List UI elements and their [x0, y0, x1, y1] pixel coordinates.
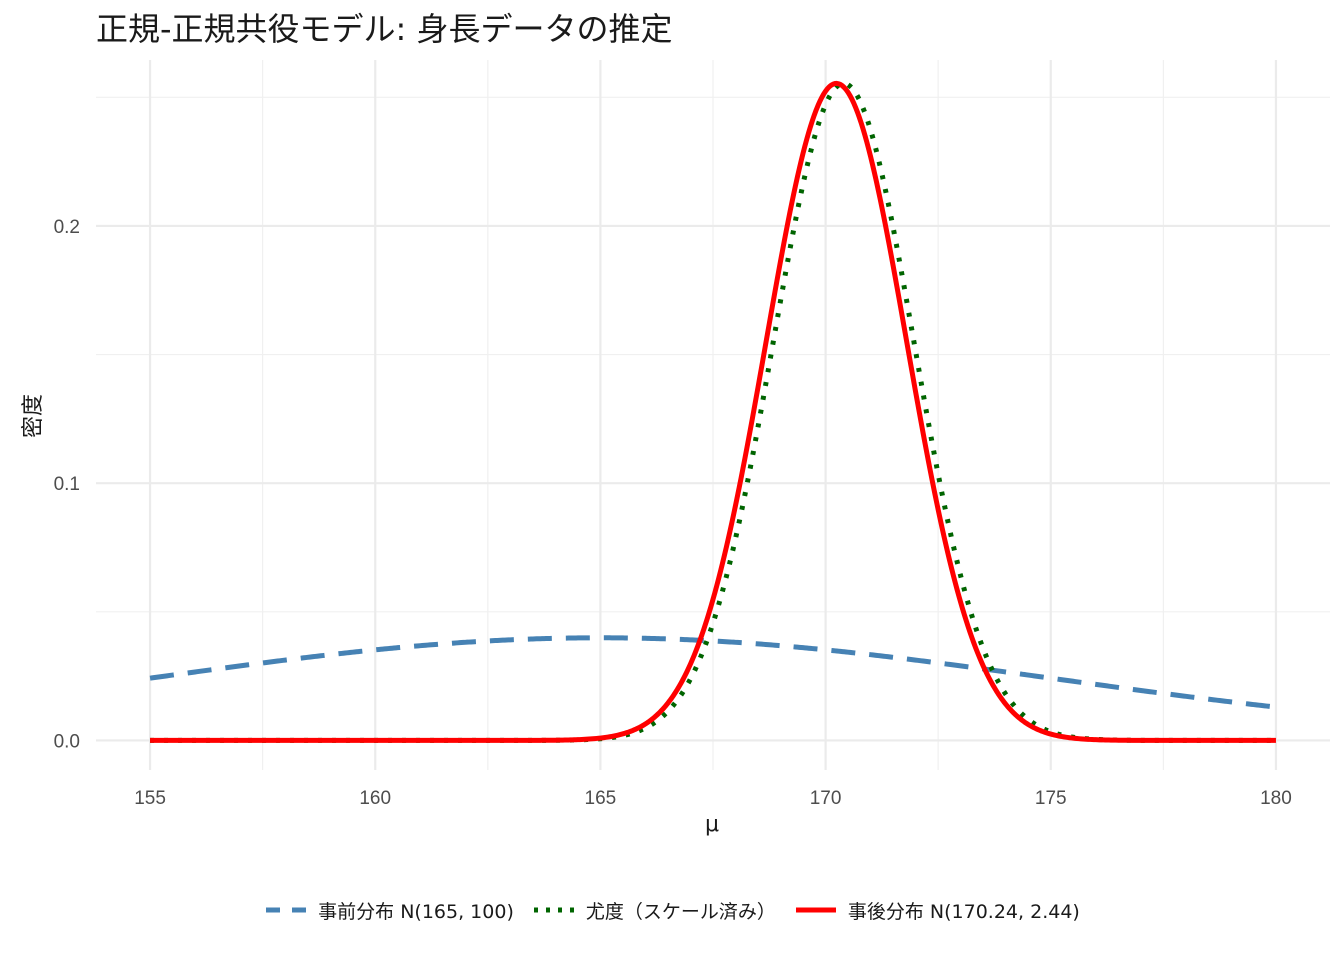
y-axis-title: 密度	[21, 394, 46, 438]
legend-item-1: 事前分布 N(165, 100)	[264, 897, 514, 924]
x-tick-label: 155	[134, 788, 166, 809]
x-tick-label: 175	[1035, 788, 1067, 809]
x-tick-label: 160	[359, 788, 391, 809]
chart-canvas: 155 160 165 170 175 180 0.0 0.1 0.2 μ 密度	[21, 60, 1330, 837]
x-tick-label: 180	[1260, 788, 1292, 809]
y-tick-label: 0.1	[54, 474, 80, 495]
legend: 事前分布 N(165, 100) 尤度（スケール済み） 事後分布 N(170.24,…	[0, 890, 1344, 930]
x-tick-label: 165	[585, 788, 617, 809]
legend-key-1	[266, 907, 307, 913]
x-axis-ticks: 155 160 165 170 175 180	[134, 788, 1292, 809]
legend-key-2	[533, 907, 574, 913]
legend-key-3	[795, 907, 836, 913]
grid-minor	[96, 60, 1330, 770]
legend-label: 事後分布 N(170.24, 2.44)	[847, 900, 1080, 923]
y-axis-ticks: 0.0 0.1 0.2	[54, 217, 80, 752]
series-layer	[149, 80, 1277, 743]
chart-title: 正規-正規共役モデル: 身長データの推定	[96, 10, 673, 48]
x-axis-title: μ	[705, 812, 719, 837]
legend-item-2: 尤度（スケール済み）	[532, 897, 776, 924]
legend-label: 事前分布 N(165, 100)	[318, 900, 514, 923]
x-tick-label: 170	[810, 788, 842, 809]
grid-major	[96, 60, 1330, 770]
y-tick-label: 0.0	[54, 731, 80, 752]
legend-label: 尤度（スケール済み）	[585, 900, 776, 923]
y-tick-label: 0.2	[54, 217, 80, 238]
legend-item-3: 事後分布 N(170.24, 2.44)	[794, 897, 1080, 924]
series-line-3	[149, 80, 1277, 743]
